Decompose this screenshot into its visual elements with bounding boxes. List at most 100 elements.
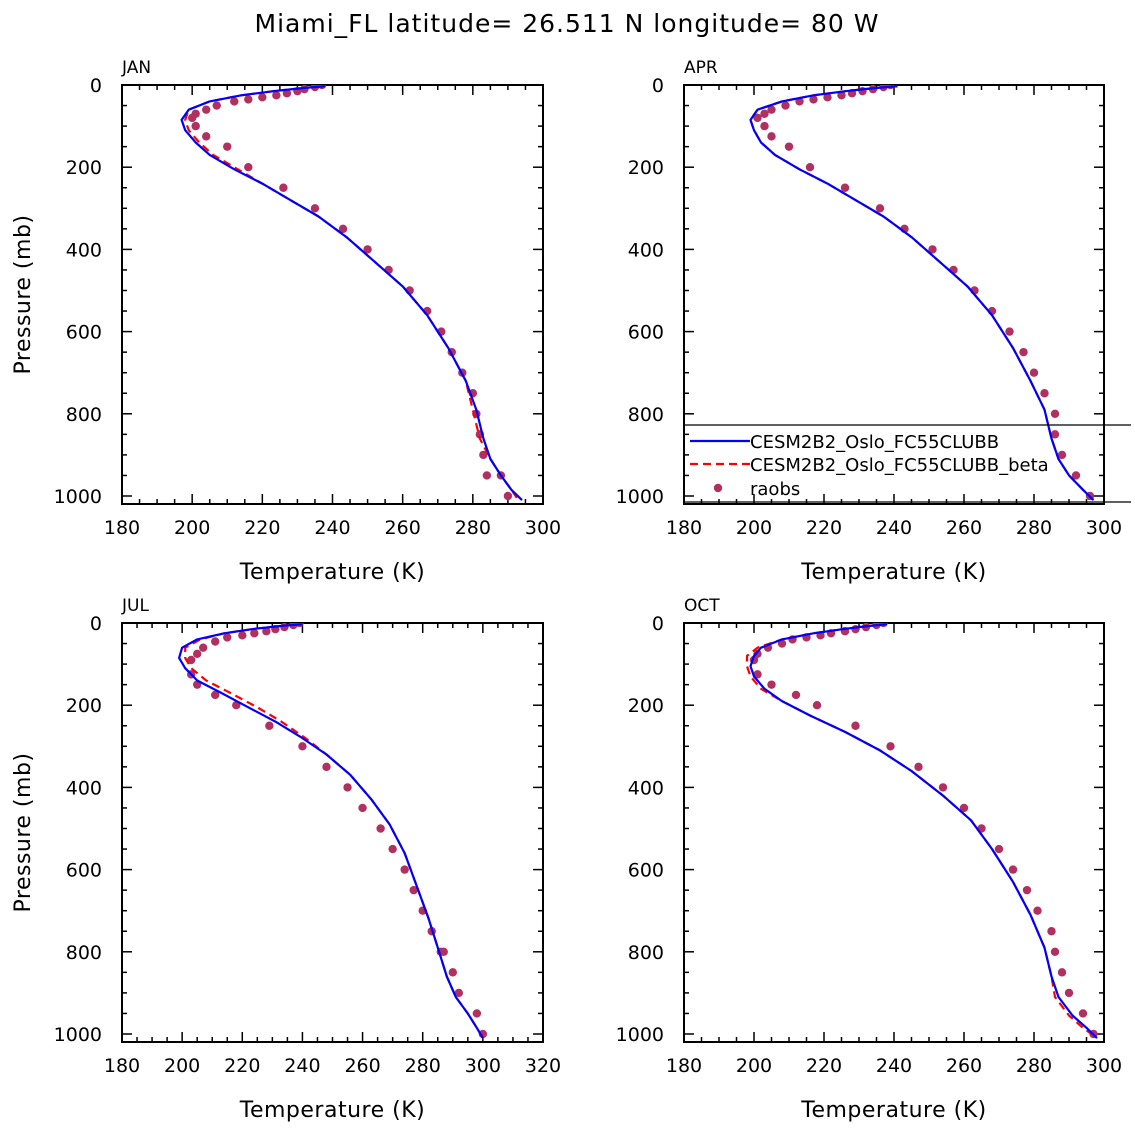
raobs-point (448, 968, 457, 977)
raobs-point (959, 803, 969, 813)
panel-label: JUL (121, 596, 149, 616)
raobs-point (265, 721, 274, 730)
x-axis-label: Temperature (K) (239, 560, 425, 585)
x-tick-label: 300 (525, 517, 561, 539)
raobs-point (187, 113, 197, 123)
raobs-point (272, 91, 281, 100)
raobs-point (1040, 389, 1049, 398)
raobs-point (244, 95, 253, 104)
raobs-point (454, 988, 463, 998)
series-group (745, 623, 1098, 1039)
raobs-point (279, 183, 288, 192)
raobs-point (376, 824, 385, 833)
raobs-point (1029, 368, 1039, 377)
raobs-point (809, 95, 818, 104)
y-tick-label: 600 (66, 322, 102, 344)
raobs-point (409, 885, 418, 895)
raobs-point (938, 783, 948, 792)
model-line (749, 623, 1098, 1039)
raobs-point (358, 803, 367, 813)
y-tick-label: 400 (66, 777, 102, 799)
legend-raobs-marker (713, 483, 723, 493)
raobs-point (338, 224, 348, 234)
x-axis-label: Temperature (K) (800, 1098, 986, 1123)
x-tick-label: 220 (806, 517, 842, 539)
legend-label: CESM2B2_Oslo_FC55CLUBB (750, 432, 999, 453)
x-tick-label: 240 (876, 1055, 912, 1077)
raobs-point (322, 762, 331, 772)
x-tick-label: 180 (104, 517, 140, 539)
figure-title: Miami_FL latitude= 26.511 N longitude= 8… (255, 9, 880, 38)
raobs-point (211, 637, 220, 646)
raobs-point (198, 643, 208, 652)
raobs-point (343, 783, 352, 792)
x-tick-label: 260 (946, 517, 982, 539)
y-tick-label: 200 (66, 157, 102, 179)
raobs-point (1057, 968, 1067, 977)
raobs-point (1019, 347, 1028, 357)
panel-jul: 180 200 220 240 260 280 300 320 0 200 400 600 800 100… (11, 596, 561, 1123)
model-line (178, 623, 484, 1039)
legend-label: CESM2B2_Oslo_FC55CLUBB_beta (750, 455, 1049, 476)
raobs-point (250, 629, 259, 638)
raobs-point (230, 97, 239, 106)
model-line (749, 85, 1095, 501)
panel-label: OCT (684, 596, 720, 616)
raobs-point (777, 639, 787, 648)
x-axis-label: Temperature (K) (239, 1098, 425, 1123)
raobs-point (994, 844, 1004, 854)
y-tick-label: 1000 (54, 486, 102, 508)
x-tick-label: 260 (385, 517, 421, 539)
raobs-point (482, 471, 492, 480)
y-tick-label: 600 (66, 860, 102, 882)
x-tick-label: 260 (946, 1055, 982, 1077)
raobs-point (767, 105, 776, 114)
x-tick-label: 200 (736, 517, 772, 539)
raobs-point (805, 163, 815, 172)
raobs-point (400, 865, 409, 874)
raobs-point (280, 623, 289, 632)
x-tick-label: 280 (1016, 1055, 1052, 1077)
raobs-point (472, 1009, 482, 1018)
raobs-point (914, 762, 923, 772)
plot-frame (121, 84, 544, 505)
x-tick-label: 180 (666, 517, 702, 539)
raobs-point (875, 204, 885, 213)
raobs-point (886, 742, 895, 751)
raobs-point (1057, 450, 1067, 460)
raobs-point (310, 204, 320, 213)
raobs-point (1064, 988, 1074, 998)
raobs-point (1008, 865, 1018, 874)
raobs-point (812, 701, 822, 710)
raobs-point (388, 844, 397, 854)
series-group (749, 85, 1095, 501)
x-tick-label: 200 (736, 1055, 772, 1077)
plot-frame (683, 622, 1105, 1043)
raobs-point (767, 680, 776, 689)
raobs-point (186, 655, 196, 665)
raobs-point (262, 627, 271, 636)
raobs-point (784, 142, 794, 151)
legend-label: raobs (750, 479, 800, 500)
raobs-point (1050, 430, 1060, 439)
raobs-point (363, 245, 372, 254)
y-tick-label: 800 (66, 404, 102, 426)
raobs-point (760, 121, 769, 131)
model-beta-line (745, 623, 1098, 1039)
raobs-point (851, 721, 860, 730)
raobs-point (439, 947, 448, 956)
y-tick-label: 0 (90, 75, 102, 97)
raobs-point (238, 631, 247, 640)
series-group (178, 623, 488, 1039)
x-tick-label: 220 (244, 517, 280, 539)
series-group (180, 85, 523, 501)
raobs-point (753, 113, 762, 123)
x-tick-label: 180 (104, 1055, 140, 1077)
y-tick-label: 400 (66, 239, 102, 261)
raobs-point (1033, 906, 1042, 915)
y-tick-label: 0 (652, 613, 664, 635)
raobs-point (823, 93, 832, 102)
raobs-point (223, 633, 232, 642)
raobs-point (479, 450, 488, 460)
y-tick-label: 800 (66, 942, 102, 964)
